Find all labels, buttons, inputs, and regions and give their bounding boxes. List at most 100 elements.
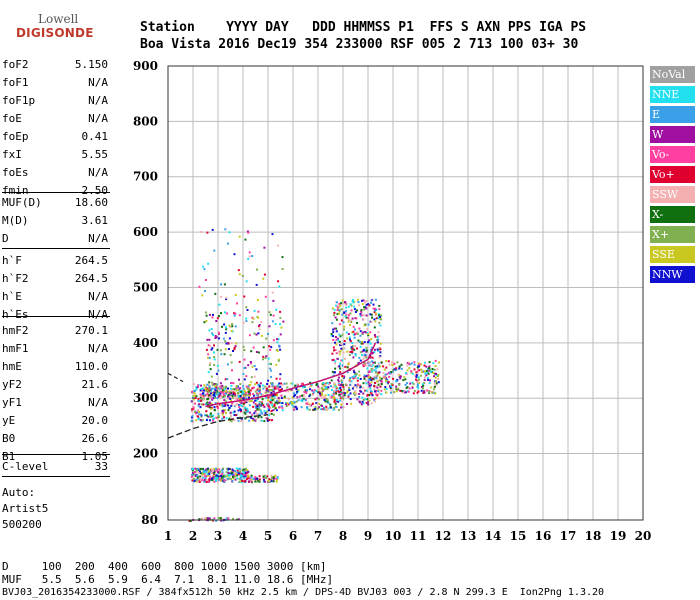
- data-point: [251, 387, 254, 390]
- data-point: [203, 517, 206, 520]
- data-point: [208, 395, 211, 398]
- data-point: [370, 392, 373, 395]
- data-point: [261, 412, 264, 415]
- data-point: [402, 379, 405, 382]
- data-point: [347, 320, 350, 323]
- param-value: N/A: [88, 232, 108, 245]
- data-point: [236, 477, 239, 480]
- data-point: [264, 385, 267, 388]
- data-point: [205, 468, 208, 471]
- data-point: [333, 311, 336, 314]
- data-point: [216, 397, 219, 400]
- data-point: [370, 364, 373, 366]
- divider: [2, 248, 110, 249]
- data-point: [257, 351, 260, 354]
- data-point: [345, 306, 348, 309]
- data-point: [247, 257, 250, 260]
- data-point: [197, 415, 200, 418]
- data-point: [392, 369, 395, 372]
- data-point: [265, 387, 268, 390]
- data-point: [421, 383, 424, 386]
- data-point: [337, 379, 340, 381]
- data-point: [324, 400, 327, 403]
- data-point: [406, 369, 409, 372]
- data-point: [257, 390, 260, 393]
- data-point: [240, 396, 243, 399]
- data-point: [227, 363, 229, 366]
- data-point: [269, 367, 272, 370]
- data-point: [367, 341, 369, 344]
- data-point: [207, 391, 210, 394]
- data-point: [194, 412, 197, 415]
- data-point: [340, 389, 342, 392]
- data-point: [203, 472, 206, 475]
- data-point: [332, 397, 335, 400]
- data-point: [348, 338, 351, 341]
- data-point: [276, 392, 279, 395]
- data-point: [369, 384, 372, 387]
- data-point: [420, 389, 423, 392]
- data-point: [190, 416, 193, 419]
- data-point: [237, 395, 240, 398]
- data-point: [377, 338, 380, 341]
- data-point: [347, 395, 350, 398]
- data-point: [411, 381, 414, 384]
- param-row: foEs N/A: [2, 166, 108, 182]
- data-point: [311, 389, 314, 392]
- data-point: [237, 518, 240, 521]
- data-point: [208, 472, 211, 475]
- data-point: [192, 468, 194, 471]
- data-point: [437, 373, 440, 376]
- autoscaler-name: Artist5: [2, 502, 49, 515]
- data-point: [243, 475, 246, 478]
- data-point: [330, 334, 333, 337]
- data-point: [270, 480, 273, 483]
- data-point: [354, 311, 357, 313]
- data-point: [251, 419, 254, 422]
- data-point: [242, 345, 245, 348]
- data-point: [236, 394, 239, 397]
- data-point: [278, 401, 281, 404]
- data-point: [247, 399, 250, 402]
- data-point: [270, 346, 273, 349]
- x-tick-label: 12: [435, 529, 452, 543]
- data-point: [213, 470, 216, 473]
- data-point: [207, 403, 209, 406]
- data-point: [368, 394, 371, 397]
- data-point: [228, 407, 231, 409]
- data-point: [300, 406, 303, 409]
- legend-item: NNE: [650, 86, 695, 103]
- data-point: [208, 381, 211, 384]
- data-point: [198, 403, 201, 406]
- data-point: [232, 388, 235, 391]
- data-point: [362, 357, 365, 360]
- data-point: [417, 376, 420, 379]
- data-point: [399, 389, 402, 392]
- data-point: [221, 387, 224, 390]
- data-point: [306, 401, 309, 404]
- data-point: [270, 410, 273, 412]
- data-point: [267, 399, 270, 402]
- data-point: [247, 231, 250, 234]
- data-point: [257, 393, 260, 396]
- data-point: [227, 342, 230, 344]
- data-point: [212, 419, 214, 422]
- data-point: [228, 324, 231, 327]
- data-point: [333, 382, 335, 385]
- data-point: [380, 314, 382, 317]
- data-point: [379, 324, 382, 327]
- data-point: [357, 301, 360, 303]
- data-point: [363, 377, 366, 380]
- data-point: [301, 398, 304, 401]
- data-point: [241, 473, 244, 476]
- data-point: [334, 405, 337, 408]
- data-point: [247, 475, 250, 478]
- dashed-line: [167, 372, 184, 383]
- data-point: [356, 347, 358, 350]
- data-point: [256, 480, 258, 483]
- data-point: [378, 308, 381, 311]
- data-point: [213, 406, 216, 409]
- x-tick-label: 19: [610, 529, 627, 543]
- data-point: [367, 303, 370, 306]
- data-point: [271, 382, 274, 385]
